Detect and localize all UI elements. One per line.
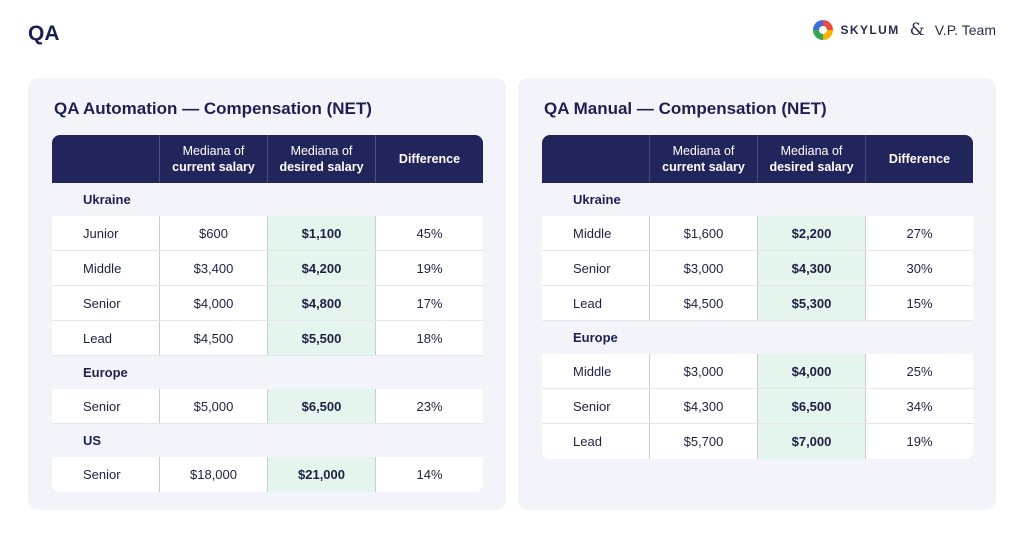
cell-current: $4,500 [649, 286, 757, 320]
cell-role: Lead [83, 330, 112, 346]
cell-diff: 27% [865, 216, 973, 250]
header-text: Mediana of [780, 144, 843, 158]
header-difference: Difference [375, 135, 483, 183]
section-header: Europe [52, 356, 483, 389]
cell-diff: 25% [865, 354, 973, 388]
cell-desired: $5,500 [267, 321, 375, 355]
header-current-salary: Mediana of current salary [649, 135, 757, 183]
cell-role: Junior [83, 225, 119, 241]
table-row: Senior $4,000 $4,800 17% [52, 286, 483, 321]
qa-manual-panel: QA Manual — Compensation (NET) Mediana o… [518, 78, 996, 510]
cell-diff: 45% [375, 216, 483, 250]
cell-current: $3,400 [159, 251, 267, 285]
vp-team-wordmark: V.P. Team [934, 22, 996, 38]
compensation-table: Mediana of current salary Mediana of desir… [52, 135, 483, 492]
header-desired-salary: Mediana of desired salary [267, 135, 375, 183]
cell-desired: $4,000 [757, 354, 865, 388]
header-role [52, 135, 159, 183]
table-row: Senior $4,300 $6,500 34% [542, 389, 973, 424]
section-header: Ukraine [542, 183, 973, 216]
table-header: Mediana of current salary Mediana of desir… [542, 135, 973, 183]
header-text: Mediana of [290, 144, 353, 158]
cell-role: Senior [83, 295, 121, 311]
cell-current: $4,300 [649, 389, 757, 423]
panel-title: QA Automation — Compensation (NET) [54, 99, 372, 118]
header-desired-salary: Mediana of desired salary [757, 135, 865, 183]
cell-desired: $21,000 [267, 457, 375, 492]
brand-logos: SKYLUM & V.P. Team [812, 20, 996, 40]
cell-desired: $6,500 [757, 389, 865, 423]
cell-diff: 15% [865, 286, 973, 320]
cell-desired: $1,100 [267, 216, 375, 250]
section-header: Ukraine [52, 183, 483, 216]
ampersand: & [909, 20, 925, 40]
cell-role: Senior [573, 260, 611, 276]
table-row: Middle $3,000 $4,000 25% [542, 354, 973, 389]
cell-desired: $5,300 [757, 286, 865, 320]
section-header: Europe [542, 321, 973, 354]
cell-desired: $4,300 [757, 251, 865, 285]
header-difference: Difference [865, 135, 973, 183]
cell-role: Senior [83, 467, 121, 482]
table-row: Lead $5,700 $7,000 19% [542, 424, 973, 459]
cell-diff: 18% [375, 321, 483, 355]
qa-automation-panel: QA Automation — Compensation (NET) Media… [28, 78, 506, 510]
table-row: Senior $3,000 $4,300 30% [542, 251, 973, 286]
cell-role: Middle [573, 225, 612, 241]
table-row: Senior $18,000 $21,000 14% [52, 457, 483, 492]
cell-diff: 34% [865, 389, 973, 423]
header-text: Mediana of [672, 144, 735, 158]
panel-title: QA Manual — Compensation (NET) [544, 99, 827, 118]
cell-current: $4,500 [159, 321, 267, 355]
compensation-table: Mediana of current salary Mediana of desir… [542, 135, 973, 459]
cell-current: $600 [159, 216, 267, 250]
header-text: current salary [662, 160, 745, 174]
cell-desired: $4,800 [267, 286, 375, 320]
cell-current: $4,000 [159, 286, 267, 320]
cell-current: $3,000 [649, 354, 757, 388]
table-row: Lead $4,500 $5,300 15% [542, 286, 973, 321]
table-row: Senior $5,000 $6,500 23% [52, 389, 483, 424]
table-row: Middle $1,600 $2,200 27% [542, 216, 973, 251]
header-text: Mediana of [182, 144, 245, 158]
cell-current: $5,700 [649, 424, 757, 459]
cell-role: Lead [573, 295, 602, 311]
table-row: Lead $4,500 $5,500 18% [52, 321, 483, 356]
header-role [542, 135, 649, 183]
cell-role: Senior [83, 398, 121, 414]
table-row: Middle $3,400 $4,200 19% [52, 251, 483, 286]
cell-diff: 19% [865, 424, 973, 459]
cell-role: Middle [573, 363, 612, 379]
cell-role: Middle [83, 260, 122, 276]
cell-current: $1,600 [649, 216, 757, 250]
header-text: desired salary [769, 160, 854, 174]
page-title: QA [28, 22, 60, 45]
header-current-salary: Mediana of current salary [159, 135, 267, 183]
section-header: US [52, 424, 483, 457]
skylum-logo-icon [812, 20, 833, 40]
cell-role: Senior [573, 398, 611, 414]
header-text: current salary [172, 160, 255, 174]
cell-diff: 30% [865, 251, 973, 285]
table-body: Ukraine Junior $600 $1,100 45% Middle $3,400 $4… [52, 183, 483, 492]
cell-diff: 23% [375, 389, 483, 423]
cell-desired: $6,500 [267, 389, 375, 423]
cell-role: Lead [573, 434, 602, 449]
cell-current: $18,000 [159, 457, 267, 492]
table-header: Mediana of current salary Mediana of desir… [52, 135, 483, 183]
cell-desired: $4,200 [267, 251, 375, 285]
cell-current: $3,000 [649, 251, 757, 285]
table-row: Junior $600 $1,100 45% [52, 216, 483, 251]
cell-desired: $2,200 [757, 216, 865, 250]
header-text: desired salary [279, 160, 364, 174]
cell-current: $5,000 [159, 389, 267, 423]
cell-diff: 14% [375, 457, 483, 492]
cell-desired: $7,000 [757, 424, 865, 459]
table-body: Ukraine Middle $1,600 $2,200 27% Senior $3,000… [542, 183, 973, 459]
cell-diff: 17% [375, 286, 483, 320]
cell-diff: 19% [375, 251, 483, 285]
skylum-wordmark: SKYLUM [840, 23, 900, 37]
